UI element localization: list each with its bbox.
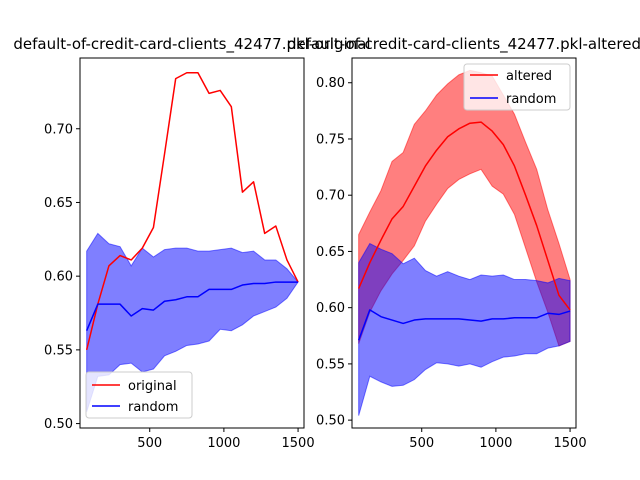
band-random (358, 242, 571, 416)
plot-area-left (85, 71, 299, 412)
plot-area-right (357, 69, 571, 416)
y-tick-label: 0.60 (44, 270, 73, 285)
y-axis-left: 0.50 0.55 0.60 0.65 0.70 (44, 122, 80, 432)
legend-right: altered random (463, 63, 571, 111)
x-tick-label: 1500 (554, 436, 587, 451)
x-tick-label: 1000 (207, 436, 240, 451)
y-tick-label: 0.50 (316, 414, 345, 429)
x-axis-left: 500 1000 1500 (137, 428, 315, 451)
y-tick-label: 0.65 (316, 245, 345, 260)
legend-label-original: original (128, 379, 177, 394)
y-tick-label: 0.55 (316, 357, 345, 372)
y-axis-right: 0.50 0.55 0.60 0.65 0.70 0.75 0.80 (316, 76, 352, 429)
y-tick-label: 0.60 (316, 301, 345, 316)
series-line-altered (357, 121, 571, 311)
y-tick-label: 0.80 (316, 76, 345, 91)
y-tick-label: 0.65 (44, 196, 73, 211)
legend-label-altered: altered (506, 69, 552, 84)
x-tick-label: 1500 (282, 436, 315, 451)
axes-frame-right (351, 57, 577, 429)
x-axis-right: 500 1000 1500 (409, 428, 587, 451)
legend-label-random: random (128, 400, 178, 415)
x-tick-label: 1000 (479, 436, 512, 451)
band-random (86, 232, 299, 412)
series-line-original (85, 71, 299, 351)
chart-title-left: default-of-credit-card-clients_42477.pkl… (13, 35, 370, 54)
y-tick-label: 0.70 (316, 189, 345, 204)
series-line-random (85, 281, 299, 331)
chart-title-right: default-of-credit-card-clients_42477.pkl… (287, 35, 640, 54)
y-tick-label: 0.75 (316, 132, 345, 147)
x-tick-label: 500 (137, 436, 162, 451)
series-line-random (357, 309, 571, 341)
subplot-left: 500 1000 1500 0.50 0.55 0.60 0.65 0.70 origina… (44, 57, 315, 451)
subplot-right: 500 1000 1500 0.50 0.55 0.60 0.65 0.70 0.75 0.80… (316, 57, 587, 451)
x-tick-label: 500 (409, 436, 434, 451)
y-tick-label: 0.50 (44, 417, 73, 432)
axes-frame-left (79, 57, 305, 429)
y-tick-label: 0.70 (44, 122, 73, 137)
legend-left: original random (85, 371, 193, 419)
y-tick-label: 0.55 (44, 343, 73, 358)
legend-label-random: random (506, 92, 556, 107)
